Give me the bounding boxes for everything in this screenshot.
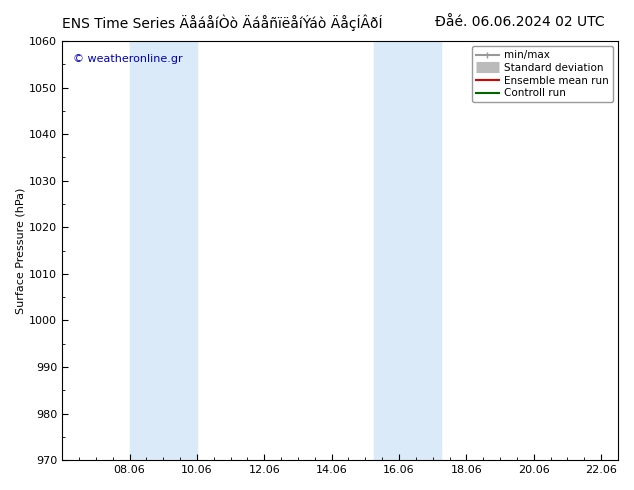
Text: Ðåé. 06.06.2024 02 UTC: Ðåé. 06.06.2024 02 UTC (435, 15, 605, 29)
Bar (373, 41, 441, 460)
Text: © weatheronline.gr: © weatheronline.gr (74, 53, 183, 64)
Legend: min/max, Standard deviation, Ensemble mean run, Controll run: min/max, Standard deviation, Ensemble me… (472, 46, 612, 102)
Y-axis label: Surface Pressure (hPa): Surface Pressure (hPa) (15, 187, 25, 314)
Text: ENS Time Series ÄåáåíÒò ÄáåñïëåíÝáò ÄåçÍÂðÍ: ENS Time Series ÄåáåíÒò ÄáåñïëåíÝáò ÄåçÍ… (61, 15, 382, 31)
Bar (129, 41, 197, 460)
